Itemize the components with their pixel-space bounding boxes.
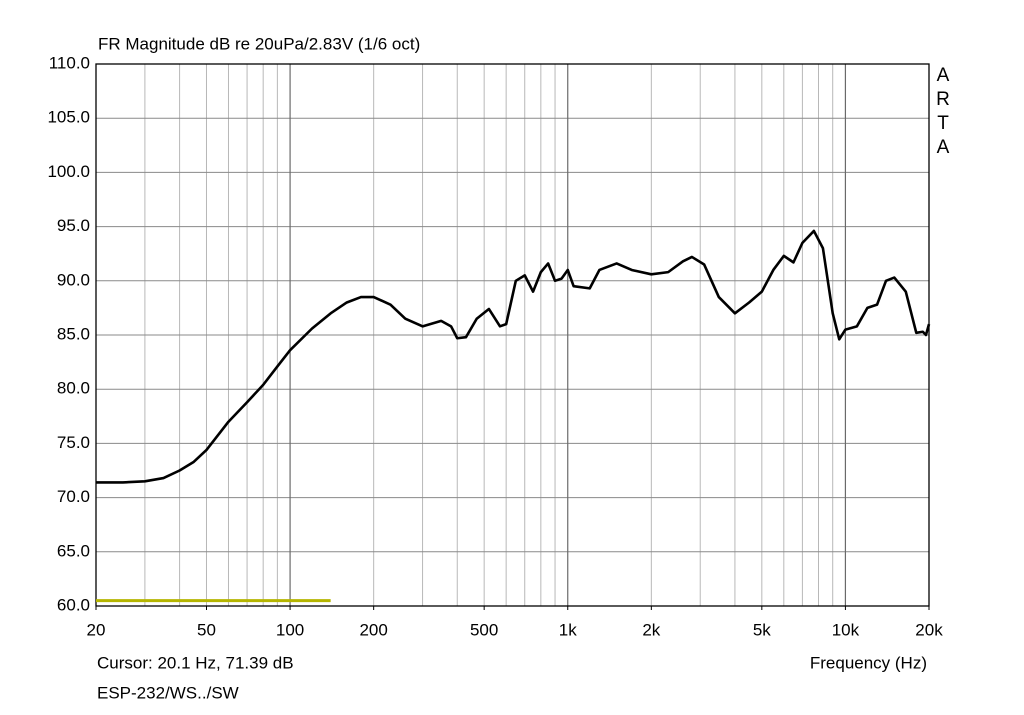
x-tick-label: 20k [915,620,943,639]
x-tick-label: 50 [197,620,216,639]
y-tick-label: 95.0 [57,216,90,235]
chart-title: FR Magnitude dB re 20uPa/2.83V (1/6 oct) [98,34,420,53]
x-tick-label: 20 [87,620,106,639]
response-curve [96,229,931,484]
x-tick-label: 1k [559,620,577,639]
y-tick-label: 60.0 [57,595,90,614]
x-axis-label: Frequency (Hz) [810,653,927,672]
y-tick-label: 100.0 [47,162,90,181]
x-tick-label: 10k [832,620,860,639]
y-tick-label: 90.0 [57,270,90,289]
brand: ARTA [936,65,950,158]
x-tick-label: 100 [276,620,304,639]
x-tick-label: 500 [470,620,498,639]
y-tick-label: 105.0 [47,108,90,127]
y-tick-label: 85.0 [57,324,90,343]
y-tick-label: 110.0 [49,53,90,72]
y-tick-label: 65.0 [57,541,90,560]
footer: ESP-232/WS../SW [97,683,239,702]
x-tick-label: 2k [642,620,660,639]
x-tick-label: 5k [753,620,771,639]
y-tick-label: 75.0 [57,433,90,452]
cursor-readout: Cursor: 20.1 Hz, 71.39 dB [97,653,294,672]
x-tick-label: 200 [359,620,387,639]
plot-border [95,63,930,607]
y-tick-label: 70.0 [57,487,90,506]
y-tick-label: 80.0 [57,379,90,398]
